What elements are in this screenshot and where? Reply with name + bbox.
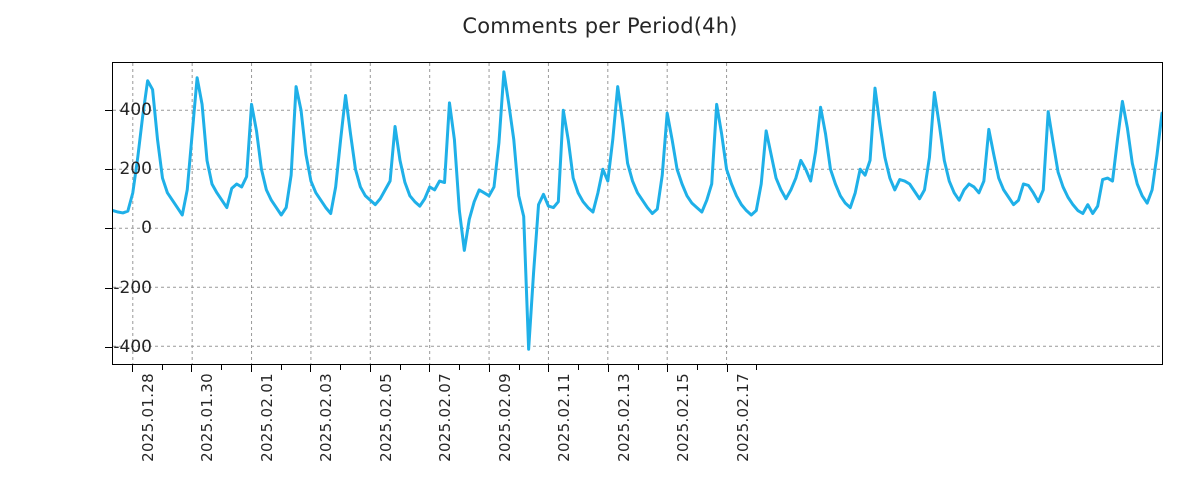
plot-area xyxy=(112,62,1163,365)
x-axis-tick-label: 2025.02.11 xyxy=(555,373,574,462)
x-axis-minor-tick-mark xyxy=(161,365,163,370)
x-axis-minor-tick-mark xyxy=(221,365,223,370)
y-axis-tick-label: -200 xyxy=(113,277,152,298)
x-axis-minor-tick-mark xyxy=(399,365,401,370)
x-axis-tick-mark xyxy=(310,365,312,372)
x-axis-minor-tick-mark xyxy=(459,365,461,370)
x-axis-tick-label: 2025.02.07 xyxy=(436,373,455,462)
y-axis-tick-mark xyxy=(105,228,112,230)
x-axis-tick-mark xyxy=(667,365,669,372)
x-axis-tick-mark xyxy=(250,365,252,372)
x-axis-tick-mark xyxy=(429,365,431,372)
y-axis-tick-mark xyxy=(105,347,112,349)
x-axis-minor-tick-mark xyxy=(340,365,342,370)
x-axis-tick-mark xyxy=(131,365,133,372)
x-axis-tick-mark xyxy=(607,365,609,372)
x-axis-tick-label: 2025.01.30 xyxy=(198,373,217,462)
x-axis-minor-tick-mark xyxy=(518,365,520,370)
y-axis-tick-label: -400 xyxy=(113,337,152,358)
y-axis-tick-mark xyxy=(105,109,112,111)
y-axis-tick-label: 200 xyxy=(119,158,152,179)
x-axis-minor-tick-mark xyxy=(637,365,639,370)
x-axis-minor-tick-mark xyxy=(696,365,698,370)
x-axis-tick-label: 2025.02.13 xyxy=(614,373,633,462)
x-axis-minor-tick-mark xyxy=(578,365,579,370)
x-axis-tick-mark xyxy=(191,365,193,372)
x-axis-tick-mark xyxy=(548,365,550,372)
y-axis-tick-mark xyxy=(105,168,112,170)
x-axis-minor-tick-mark xyxy=(280,365,282,370)
chart-title: Comments per Period(4h) xyxy=(462,14,738,38)
series-line xyxy=(113,72,1162,349)
x-axis-tick-label: 2025.02.01 xyxy=(257,373,276,462)
x-axis-tick-mark xyxy=(488,365,490,372)
y-axis-tick-label: 400 xyxy=(119,99,152,120)
x-axis-tick-label: 2025.02.17 xyxy=(733,373,752,462)
x-axis-tick-label: 2025.01.28 xyxy=(138,373,157,462)
x-axis-tick-label: 2025.02.05 xyxy=(376,373,395,462)
x-axis-tick-mark xyxy=(726,365,728,372)
x-axis-tick-mark xyxy=(369,365,371,372)
grid-layer xyxy=(113,63,1162,364)
x-axis-tick-label: 2025.02.03 xyxy=(317,373,336,462)
x-axis-tick-label: 2025.02.09 xyxy=(495,373,514,462)
x-axis-tick-label: 2025.02.15 xyxy=(674,373,693,462)
x-axis-minor-tick-mark xyxy=(756,365,758,370)
y-axis-tick-mark xyxy=(105,287,112,289)
y-axis-tick-label: 0 xyxy=(141,218,152,239)
series-layer xyxy=(113,63,1162,364)
